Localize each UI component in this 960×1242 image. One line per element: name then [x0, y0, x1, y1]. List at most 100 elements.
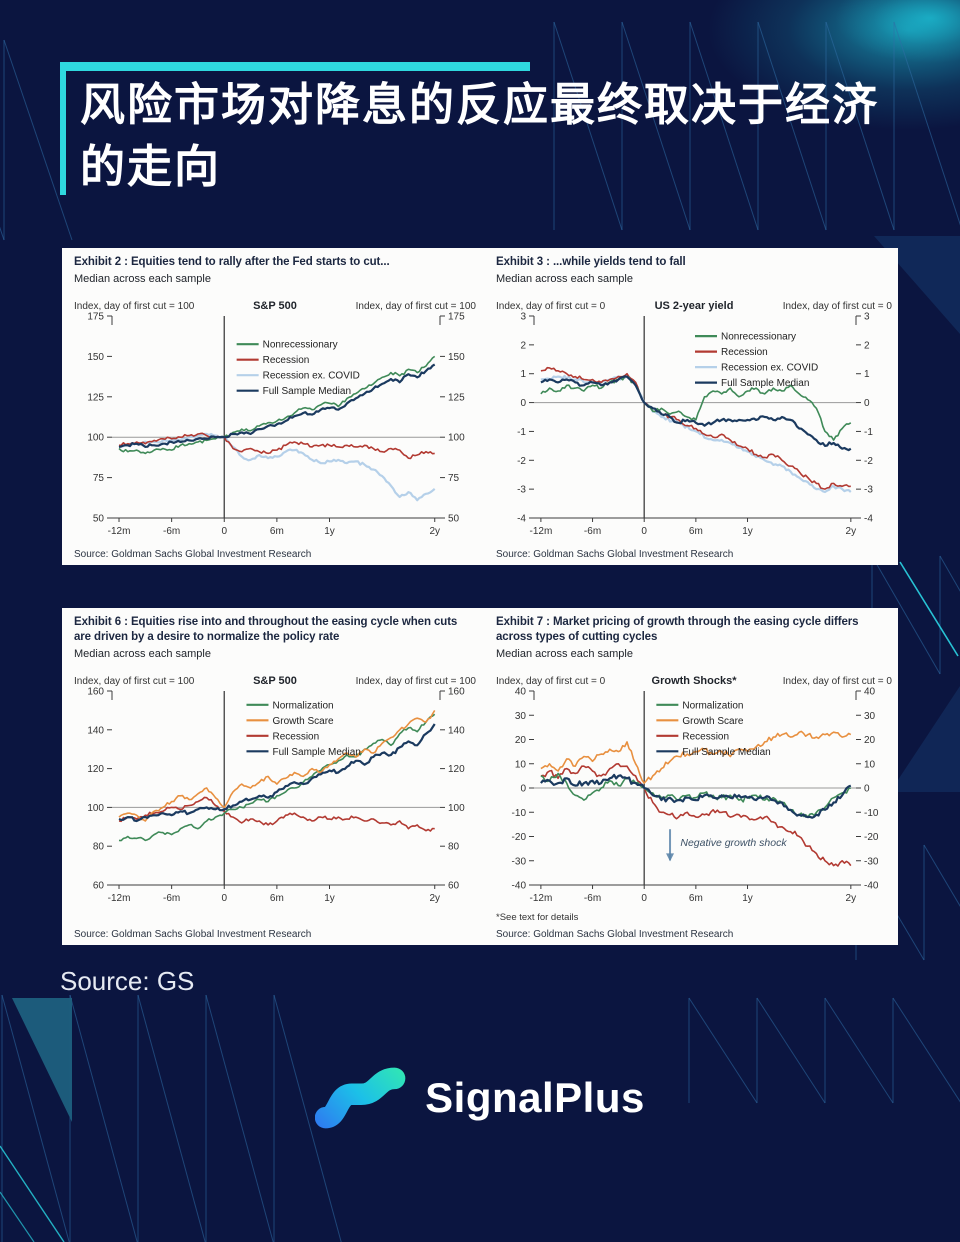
svg-text:100: 100 [87, 433, 104, 444]
svg-text:-3: -3 [517, 485, 526, 496]
svg-text:-40: -40 [864, 881, 879, 892]
svg-text:Negative growth shock: Negative growth shock [680, 837, 787, 849]
title-accent-bar-vertical [60, 62, 66, 195]
exhibit-3-block: Exhibit 3 : ...while yields tend to fall… [496, 248, 892, 560]
axis-label-right: Index, day of first cut = 0 [782, 301, 892, 312]
svg-text:Full Sample Median: Full Sample Median [721, 378, 809, 389]
svg-text:140: 140 [448, 725, 465, 736]
svg-text:140: 140 [87, 725, 104, 736]
chart-panel-title: S&P 500 [253, 300, 297, 312]
exhibit-7-plot: -40 -40 -30 -30 -20 -20 -10 -10 0 0 10 10 20 20 30 30 40… [512, 687, 879, 904]
svg-text:0: 0 [864, 784, 870, 795]
svg-text:6m: 6m [689, 893, 703, 904]
svg-text:6m: 6m [689, 526, 703, 537]
signalplus-wave-icon [315, 1067, 406, 1129]
svg-text:-4: -4 [864, 514, 873, 525]
svg-text:0: 0 [641, 526, 647, 537]
chart-source: Source: Goldman Sachs Global Investment … [74, 549, 312, 560]
svg-text:80: 80 [93, 842, 105, 853]
svg-text:40: 40 [515, 687, 527, 698]
svg-text:80: 80 [448, 842, 460, 853]
exhibit-2-plot: 50 50 75 75 100 100 125 125 150 150 175 175 -12m -6m 0… [87, 312, 465, 537]
svg-text:Nonrecessionary: Nonrecessionary [721, 332, 796, 343]
svg-text:2: 2 [520, 340, 526, 351]
svg-text:Growth Scare: Growth Scare [682, 716, 744, 727]
svg-text:160: 160 [448, 687, 465, 698]
chart-panel-title: S&P 500 [253, 675, 297, 687]
chart-subtitle: Median across each sample [74, 648, 211, 660]
svg-text:1y: 1y [742, 526, 753, 537]
chart-subtitle: Median across each sample [496, 648, 633, 660]
exhibit-7-block: Exhibit 7 : Market pricing of growth thr… [496, 608, 892, 940]
axis-header-row: Index, day of first cut = 0 US 2-year yi… [496, 300, 892, 312]
chart-source: Source: Goldman Sachs Global Investment … [496, 929, 734, 940]
svg-text:2y: 2y [846, 526, 857, 537]
svg-text:Normalization: Normalization [272, 700, 333, 711]
svg-text:10: 10 [864, 759, 876, 770]
svg-text:Recession: Recession [263, 355, 310, 366]
svg-text:6m: 6m [270, 526, 284, 537]
chart-panel-row-2: Exhibit 6 : Equities rise into and throu… [62, 608, 898, 945]
chart-footnote: *See text for details [496, 912, 579, 923]
svg-text:100: 100 [448, 433, 465, 444]
svg-text:Growth Scare: Growth Scare [272, 716, 334, 727]
axis-label-left: Index, day of first cut = 0 [496, 676, 606, 687]
svg-text:-12m: -12m [108, 526, 131, 537]
axis-label-left: Index, day of first cut = 100 [74, 301, 195, 312]
svg-text:50: 50 [93, 514, 105, 525]
page-title-line1: 风险市场对降息的反应最终取决于经济 [80, 79, 880, 130]
svg-text:-12m: -12m [529, 893, 552, 904]
svg-text:1y: 1y [324, 893, 335, 904]
svg-text:-30: -30 [864, 856, 879, 867]
svg-text:150: 150 [87, 352, 104, 363]
svg-text:6m: 6m [270, 893, 284, 904]
chart-subtitle: Median across each sample [74, 273, 211, 285]
svg-text:-2: -2 [864, 456, 873, 467]
svg-text:-10: -10 [512, 808, 527, 819]
svg-text:-10: -10 [864, 808, 879, 819]
exhibit-title: Exhibit 7 : Market pricing of growth thr… [496, 616, 859, 643]
svg-text:0: 0 [221, 893, 227, 904]
svg-text:Recession ex. COVID: Recession ex. COVID [721, 363, 818, 374]
svg-text:-6m: -6m [584, 893, 601, 904]
svg-text:Recession: Recession [272, 731, 319, 742]
svg-text:1y: 1y [742, 893, 753, 904]
chart-source: Source: Goldman Sachs Global Investment … [496, 549, 734, 560]
svg-text:3: 3 [864, 312, 870, 323]
svg-text:0: 0 [520, 398, 526, 409]
svg-text:2: 2 [864, 340, 870, 351]
svg-text:150: 150 [448, 352, 465, 363]
axis-label-right: Index, day of first cut = 100 [355, 676, 476, 687]
svg-text:-30: -30 [512, 856, 527, 867]
svg-text:Nonrecessionary: Nonrecessionary [263, 340, 338, 351]
svg-text:Recession: Recession [721, 347, 768, 358]
exhibit-6-block: Exhibit 6 : Equities rise into and throu… [74, 608, 476, 940]
svg-text:30: 30 [515, 711, 527, 722]
svg-text:-40: -40 [512, 881, 527, 892]
svg-text:100: 100 [87, 803, 104, 814]
svg-text:10: 10 [515, 759, 527, 770]
svg-text:-4: -4 [517, 514, 526, 525]
svg-text:-12m: -12m [108, 893, 131, 904]
chart-source: Source: Goldman Sachs Global Investment … [74, 929, 312, 940]
axis-header-row: Index, day of first cut = 0 Growth Shock… [496, 675, 892, 687]
svg-text:-1: -1 [517, 427, 526, 438]
svg-text:2y: 2y [429, 526, 440, 537]
svg-text:160: 160 [87, 687, 104, 698]
svg-text:0: 0 [221, 526, 227, 537]
svg-text:-20: -20 [864, 832, 879, 843]
svg-text:20: 20 [864, 735, 876, 746]
page-title: 风险市场对降息的反应最终取决于经济 的走向 [80, 74, 920, 198]
chart-footnote [74, 912, 476, 924]
page-source-note: Source: GS [60, 966, 195, 996]
svg-text:-12m: -12m [529, 526, 552, 537]
svg-text:60: 60 [93, 881, 105, 892]
title-accent-bar-horizontal [60, 62, 530, 71]
exhibit-title: Exhibit 3 : ...while yields tend to fall [496, 256, 686, 268]
axis-label-right: Index, day of first cut = 0 [782, 676, 892, 687]
svg-text:0: 0 [641, 893, 647, 904]
svg-text:Full Sample Median: Full Sample Median [272, 747, 360, 758]
svg-text:Normalization: Normalization [682, 700, 743, 711]
exhibit-3-plot: -4 -4 -3 -3 -2 -2 -1 -1 0 0 1 1 2 2 3 3 -12m -6m 0 6m 1y 2y No… [517, 312, 873, 537]
